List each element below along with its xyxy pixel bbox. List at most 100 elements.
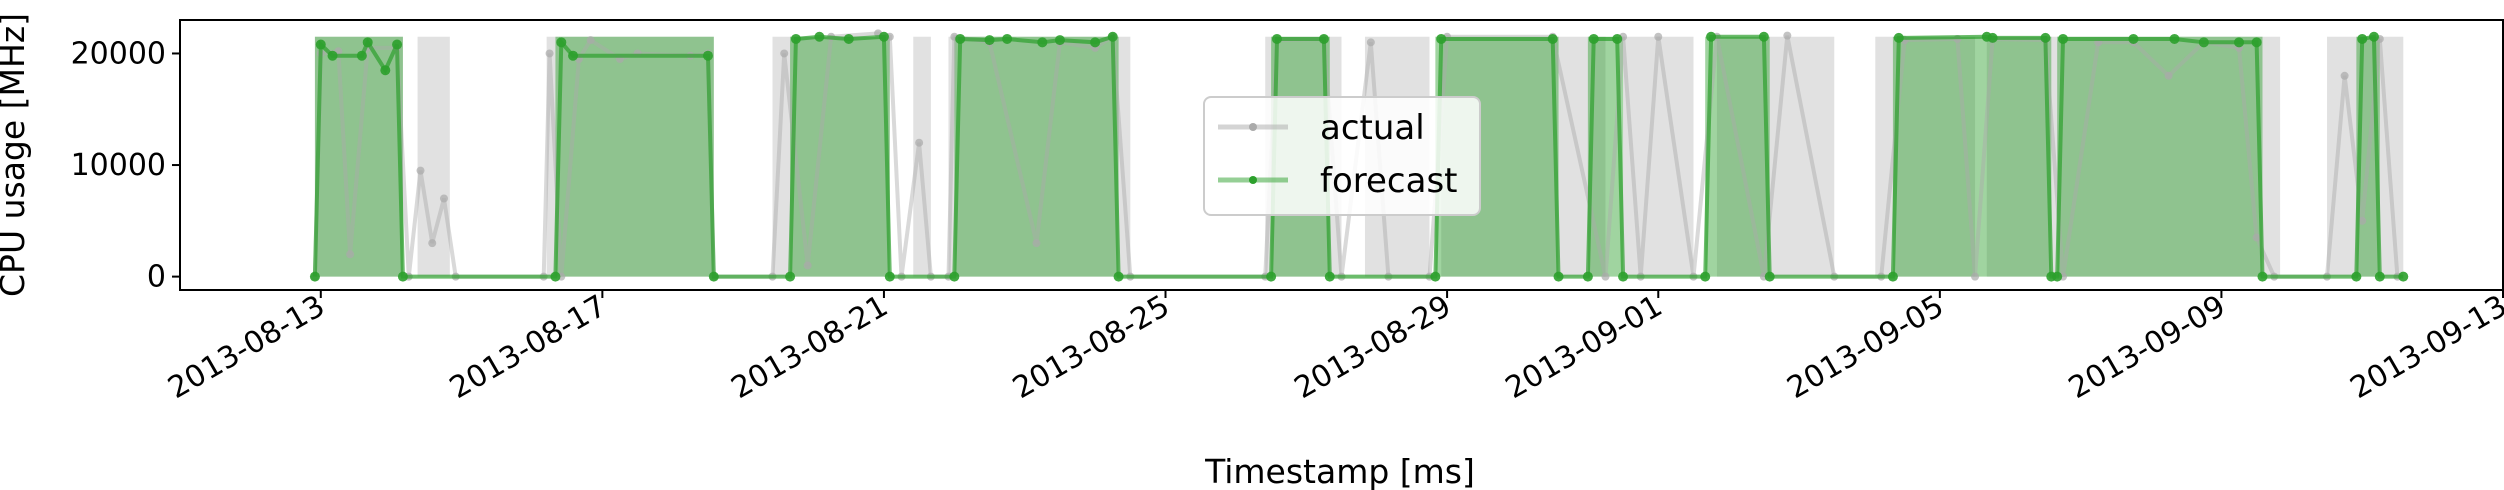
actual-point bbox=[1971, 272, 1980, 281]
forecast-point bbox=[1271, 33, 1282, 44]
forecast-band bbox=[555, 36, 714, 277]
forecast-point bbox=[1582, 271, 1593, 282]
forecast-point bbox=[380, 65, 391, 76]
actual-band bbox=[1986, 36, 2281, 277]
forecast-point bbox=[2251, 37, 2262, 48]
actual-band bbox=[546, 36, 714, 277]
actual-point bbox=[803, 261, 812, 270]
y-tick-label: 20000 bbox=[71, 36, 166, 71]
actual-point bbox=[2340, 71, 2349, 80]
forecast-point bbox=[1706, 31, 1717, 42]
x-tick-label: 2013-08-13 bbox=[162, 289, 330, 406]
forecast-point bbox=[1436, 33, 1447, 44]
actual-band bbox=[1716, 36, 1835, 277]
actual-point bbox=[545, 49, 554, 58]
forecast-band bbox=[954, 36, 1119, 277]
actual-point bbox=[428, 239, 437, 248]
actual-point bbox=[780, 49, 789, 58]
band-layer bbox=[314, 36, 2404, 277]
actual-point bbox=[1366, 38, 1375, 47]
legend-label-actual: actual bbox=[1320, 108, 1425, 148]
actual-band bbox=[417, 36, 450, 277]
x-axis-label: Timestamp [ms] bbox=[1204, 452, 1475, 490]
forecast-point bbox=[1090, 37, 1101, 48]
forecast-point bbox=[949, 271, 960, 282]
forecast-point bbox=[2169, 33, 2180, 44]
forecast-point bbox=[2357, 33, 2368, 44]
forecast-point bbox=[2398, 271, 2409, 282]
forecast-point bbox=[785, 271, 796, 282]
actual-point bbox=[2358, 216, 2367, 225]
forecast-point bbox=[708, 271, 719, 282]
forecast-point bbox=[309, 271, 320, 282]
forecast-point bbox=[1324, 271, 1335, 282]
actual-band bbox=[948, 36, 1131, 277]
actual-point bbox=[1032, 239, 1041, 248]
forecast-band bbox=[790, 36, 890, 277]
forecast-point bbox=[1002, 33, 1013, 44]
forecast-point bbox=[1037, 37, 1048, 48]
x-axis: 2013-08-13 2013-08-17 2013-08-21 2013-08-25… bbox=[162, 289, 2504, 406]
actual-point bbox=[1654, 32, 1663, 41]
forecast-point bbox=[356, 50, 367, 61]
y-axis-label: CPU usage [MHz] bbox=[0, 13, 32, 297]
forecast-point bbox=[1700, 271, 1711, 282]
forecast-point bbox=[2198, 37, 2209, 48]
forecast-band bbox=[1892, 36, 2052, 277]
x-tick-label: 2013-09-01 bbox=[1500, 289, 1668, 406]
x-tick-label: 2013-09-09 bbox=[2063, 289, 2231, 406]
forecast-point bbox=[843, 33, 854, 44]
forecast-point bbox=[814, 31, 825, 42]
forecast-point bbox=[2257, 271, 2268, 282]
actual-point bbox=[1601, 272, 1610, 281]
plot-frame bbox=[179, 19, 2504, 291]
forecast-point bbox=[2052, 271, 2063, 282]
forecast-point bbox=[327, 50, 338, 61]
y-tick-label: 0 bbox=[147, 260, 166, 295]
forecast-point bbox=[955, 33, 966, 44]
forecast-point bbox=[1758, 31, 1769, 42]
forecast-point bbox=[362, 37, 373, 48]
forecast-point bbox=[315, 39, 326, 50]
forecast-point bbox=[1588, 33, 1599, 44]
x-tick-label: 2013-08-25 bbox=[1007, 289, 1175, 406]
forecast-point bbox=[550, 271, 561, 282]
actual-point bbox=[1783, 31, 1792, 40]
forecast-point bbox=[2040, 32, 2051, 43]
forecast-point bbox=[1266, 271, 1277, 282]
forecast-point bbox=[1547, 33, 1558, 44]
actual-point bbox=[346, 250, 355, 259]
forecast-point bbox=[1987, 32, 1998, 43]
y-tick-label: 10000 bbox=[71, 148, 166, 183]
actual-band bbox=[913, 36, 931, 277]
x-tick-label: 2013-09-05 bbox=[1781, 289, 1949, 406]
forecast-point bbox=[1113, 271, 1124, 282]
actual-point bbox=[439, 194, 448, 203]
actual-point bbox=[416, 166, 425, 175]
forecast-point bbox=[2368, 31, 2379, 42]
legend-marker-actual bbox=[1249, 123, 1257, 131]
x-tick-label: 2013-08-21 bbox=[725, 289, 893, 406]
forecast-point bbox=[1107, 31, 1118, 42]
forecast-band bbox=[1705, 36, 1770, 277]
forecast-band bbox=[314, 36, 403, 277]
forecast-point bbox=[556, 37, 567, 48]
y-axis: 0 10000 20000 bbox=[71, 36, 180, 295]
forecast-point bbox=[2058, 33, 2069, 44]
forecast-band bbox=[2057, 36, 2263, 277]
forecast-point bbox=[1618, 271, 1629, 282]
actual-point bbox=[586, 36, 595, 45]
legend-marker-forecast bbox=[1249, 176, 1257, 184]
actual-band bbox=[2327, 36, 2404, 277]
actual-point bbox=[915, 138, 924, 147]
forecast-point bbox=[702, 50, 713, 61]
actual-band bbox=[1623, 36, 1694, 277]
forecast-point bbox=[1318, 33, 1329, 44]
forecast-point bbox=[397, 271, 408, 282]
forecast-point bbox=[984, 35, 995, 46]
forecast-point bbox=[2351, 271, 2362, 282]
forecast-point bbox=[1054, 35, 1065, 46]
x-tick-label: 2013-08-17 bbox=[444, 289, 612, 406]
forecast-point bbox=[568, 50, 579, 61]
